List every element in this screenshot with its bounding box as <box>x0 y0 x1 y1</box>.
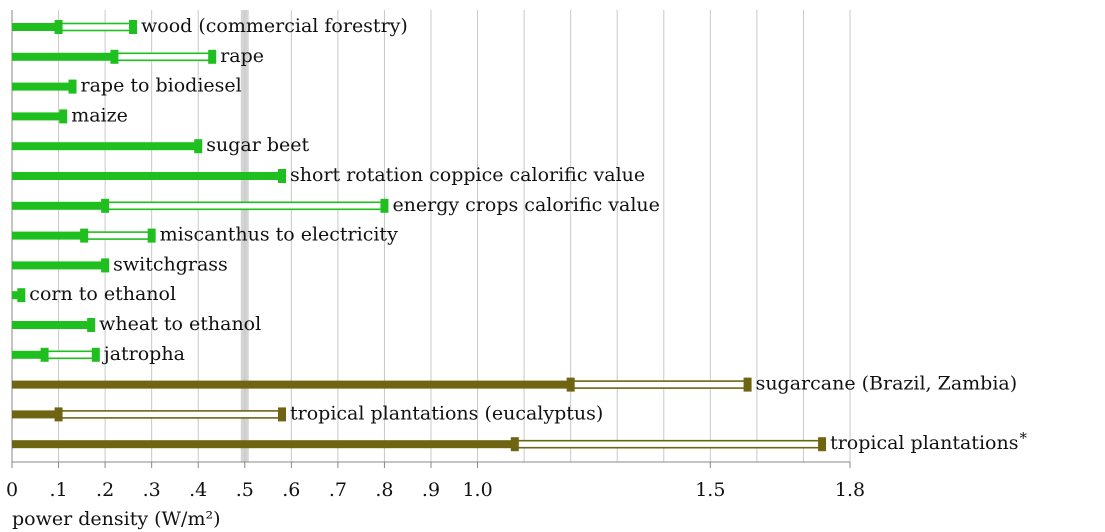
bar-solid <box>12 23 59 31</box>
bar-range <box>113 52 213 62</box>
bar-label: miscanthus to electricity <box>160 224 398 246</box>
marker-low <box>566 377 575 392</box>
marker-low <box>54 407 63 422</box>
x-tick-label: .9 <box>422 479 440 501</box>
marker-low <box>17 288 26 303</box>
x-tick-label: 1.8 <box>835 479 865 501</box>
x-tick-label: .6 <box>282 479 300 501</box>
marker-low <box>68 79 77 94</box>
bar-solid <box>12 410 59 419</box>
x-tick-label: 1.0 <box>462 479 492 501</box>
bar-solid <box>12 82 73 91</box>
marker-low <box>278 169 287 183</box>
bar-label: sugar beet <box>206 134 309 156</box>
bar-solid <box>12 321 92 329</box>
marker-high <box>91 347 100 362</box>
bar-label: sugarcane (Brazil, Zambia) <box>756 373 1018 395</box>
x-tick-label: .8 <box>375 479 393 501</box>
bar-solid <box>12 172 283 180</box>
x-axis-label: power density (W/m²) <box>12 508 221 530</box>
bar-solid <box>12 201 106 210</box>
bar-solid <box>12 142 199 151</box>
marker-low <box>510 437 519 452</box>
bar-label: rape <box>220 45 264 67</box>
bar-range <box>569 380 749 389</box>
bar-solid <box>12 261 106 270</box>
bar-label: tropical plantations (eucalyptus) <box>290 402 603 424</box>
bar-range <box>57 22 134 32</box>
marker-low <box>59 109 68 124</box>
bar-label: tropical plantations <box>830 432 1018 454</box>
marker-low <box>101 198 110 213</box>
bar-range <box>513 439 823 449</box>
marker-high <box>380 198 389 213</box>
marker-low <box>40 347 49 362</box>
bar-solid <box>12 291 22 300</box>
bar-label: rape to biodiesel <box>81 75 242 97</box>
marker-high <box>208 49 217 64</box>
bar-label: short rotation coppice calorific value <box>290 164 645 186</box>
x-tick-label: 1.5 <box>695 479 725 501</box>
bar-label: wood (commercial forestry) <box>141 15 408 37</box>
marker-high <box>818 437 827 452</box>
marker-high <box>743 377 752 392</box>
bar-range <box>104 201 386 211</box>
bar-range <box>83 231 153 240</box>
x-tick-label: .4 <box>189 479 207 501</box>
annotation: * <box>1019 429 1027 447</box>
bar-label: jatropha <box>102 343 185 365</box>
marker-low <box>87 318 96 332</box>
bar-range <box>57 410 283 419</box>
bar-solid <box>12 231 85 240</box>
bar-solid <box>12 52 115 61</box>
marker-high <box>129 20 138 34</box>
bar-range <box>43 350 97 360</box>
bar-solid <box>12 440 515 449</box>
x-tick-label: .3 <box>143 479 161 501</box>
bar-solid <box>12 112 64 121</box>
marker-high <box>147 228 156 243</box>
bar-label: wheat to ethanol <box>99 313 261 335</box>
marker-low <box>101 258 110 273</box>
x-tick-label: .7 <box>329 479 347 501</box>
marker-low <box>80 228 89 243</box>
marker-high <box>278 407 287 422</box>
x-tick-label: .5 <box>236 479 254 501</box>
marker-low <box>194 139 203 154</box>
marker-low <box>54 20 63 34</box>
bar-solid <box>12 380 571 389</box>
bar-label: switchgrass <box>113 253 228 275</box>
bar-label: maize <box>71 104 128 126</box>
x-tick-label: 0 <box>6 479 18 501</box>
bar-label: corn to ethanol <box>29 283 176 305</box>
bar-label: energy crops calorific value <box>392 194 659 216</box>
x-tick-label: .2 <box>96 479 114 501</box>
marker-low <box>110 49 119 64</box>
bar-solid <box>12 350 45 359</box>
x-tick-label: .1 <box>49 479 67 501</box>
